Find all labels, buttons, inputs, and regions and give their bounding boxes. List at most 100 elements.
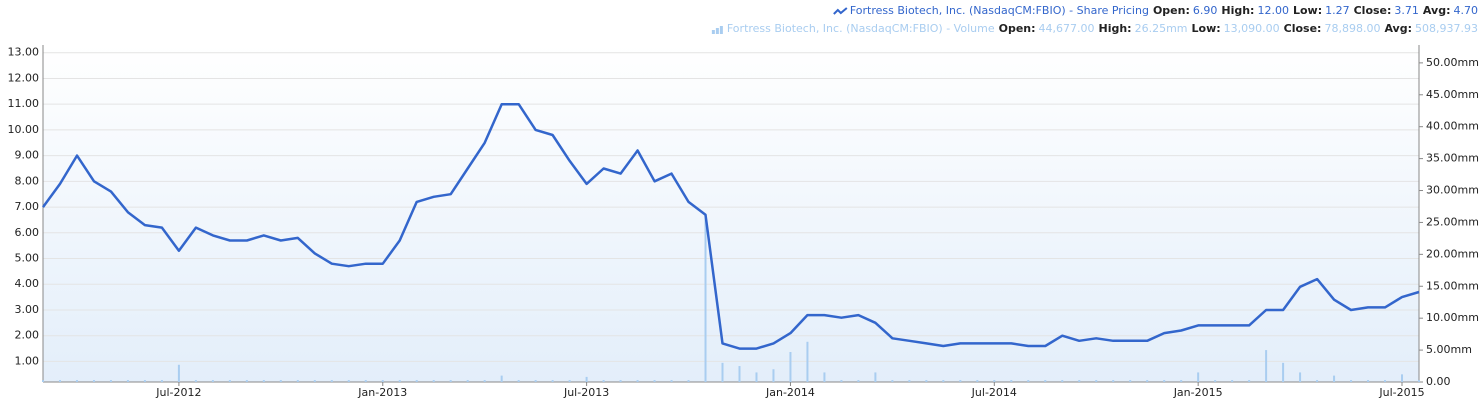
volume-bar (364, 380, 367, 382)
x-tick-label: Jan-2014 (765, 386, 815, 399)
volume-bar (109, 380, 112, 382)
volume-bar (483, 380, 486, 382)
volume-bar (1214, 380, 1217, 382)
x-tick-label: Jan-2015 (1173, 386, 1223, 399)
volume-bar (313, 380, 316, 382)
volume-bar (194, 380, 197, 382)
volume-bar (840, 380, 843, 382)
legend-stat-value: 6.90 (1193, 4, 1218, 17)
y-tick-label: 5.00 (15, 252, 40, 265)
y2-tick-label: 30.00mm (1426, 184, 1479, 197)
volume-bar (1316, 380, 1319, 382)
volume-bar (126, 380, 129, 382)
volume-bar (1044, 380, 1047, 382)
y-tick-label: 4.00 (15, 277, 40, 290)
y-tick-label: 11.00 (8, 97, 40, 110)
volume-bar (245, 380, 248, 382)
x-tick-label: Jul-2012 (155, 386, 201, 399)
volume-bar (551, 380, 554, 382)
y-tick-label: 10.00 (8, 123, 40, 136)
legend-name: Fortress Biotech, Inc. (NasdaqCM:FBIO) -… (727, 22, 995, 35)
volume-bar (381, 380, 384, 382)
volume-bar (160, 380, 163, 382)
legend-stat-label: Close: (1354, 4, 1392, 17)
volume-bar (1095, 380, 1098, 382)
volume-bar (772, 369, 775, 382)
volume-bar (1010, 380, 1013, 382)
volume-bar (330, 380, 333, 382)
volume-bar (262, 380, 265, 382)
volume-bar (1180, 380, 1183, 382)
volume-bar (721, 362, 724, 382)
volume-bar (925, 380, 928, 382)
volume-bar (1112, 380, 1115, 382)
legend-entry: Fortress Biotech, Inc. (NasdaqCM:FBIO) -… (850, 4, 1478, 17)
volume-bar (1197, 372, 1200, 382)
legend-stat-value: 508,937.93 (1415, 22, 1478, 35)
volume-bar (670, 380, 673, 382)
y-tick-label: 2.00 (15, 329, 40, 342)
volume-bar (602, 380, 605, 382)
volume-bar (823, 372, 826, 382)
legend-stat-label: Close: (1284, 22, 1322, 35)
legend-stat-label: Open: (1153, 4, 1190, 17)
volume-bar (1299, 372, 1302, 382)
volume-bar (1418, 380, 1420, 382)
volume-bar (891, 380, 894, 382)
legend-stat-value: 26.25mm (1135, 22, 1188, 35)
volume-bar (211, 380, 214, 382)
legend-icon-bar (715, 28, 719, 34)
volume-bar (58, 380, 61, 382)
volume-bar (534, 380, 537, 382)
price-line (41, 102, 1420, 350)
volume-bar (347, 380, 350, 382)
volume-bar (1401, 374, 1404, 382)
volume-bar (1367, 380, 1370, 382)
y-tick-label: 1.00 (15, 354, 40, 367)
y-tick-label: 8.00 (15, 174, 40, 187)
volume-bar (1248, 380, 1251, 382)
plot-area (43, 45, 1419, 382)
volume-bar (568, 380, 571, 382)
volume-bar (1078, 380, 1081, 382)
legend-name: Fortress Biotech, Inc. (NasdaqCM:FBIO) -… (850, 4, 1149, 17)
volume-bar (619, 380, 622, 382)
y2-tick-label: 20.00mm (1426, 247, 1479, 260)
x-tick-label: Jan-2013 (357, 386, 407, 399)
legend-stat-label: Low: (1293, 4, 1322, 17)
volume-bar (415, 380, 418, 382)
y2-tick-label: 40.00mm (1426, 120, 1479, 133)
y2-tick-label: 50.00mm (1426, 56, 1479, 69)
volume-bar (296, 380, 299, 382)
legend-stat-label: High: (1221, 4, 1254, 17)
volume-bar (517, 380, 520, 382)
legend-stat-label: Avg: (1423, 4, 1451, 17)
volume-bar (143, 380, 146, 382)
y-tick-label: 12.00 (8, 71, 40, 84)
volume-bar (42, 380, 44, 382)
legend-stat-value: 4.70 (1454, 4, 1479, 17)
y-tick-label: 7.00 (15, 200, 40, 213)
x-tick-label: Jul-2014 (971, 386, 1017, 399)
volume-bar (806, 341, 809, 382)
volume-bar (1027, 380, 1030, 382)
legend-stat-value: 13,090.00 (1224, 22, 1280, 35)
x-tick-label: Jul-2013 (563, 386, 609, 399)
legend-stat-value: 44,677.00 (1039, 22, 1095, 35)
legend-stat-label: Low: (1192, 22, 1221, 35)
volume-bar (1384, 380, 1387, 382)
legend-icon (833, 7, 848, 15)
volume-bar (228, 380, 231, 382)
legend-stat-label: Open: (999, 22, 1036, 35)
legend-icon-bar (719, 26, 723, 34)
volume-bar (1333, 375, 1336, 382)
x-tick-label: Jul-2015 (1378, 386, 1424, 399)
volume-bar (857, 380, 860, 382)
volume-bar (789, 352, 792, 382)
volume-bar (398, 380, 401, 382)
volume-bar (959, 380, 962, 382)
legend-stat-value: 12.00 (1257, 4, 1289, 17)
volume-bar (908, 380, 911, 382)
legend-stat-value: 3.71 (1394, 4, 1419, 17)
